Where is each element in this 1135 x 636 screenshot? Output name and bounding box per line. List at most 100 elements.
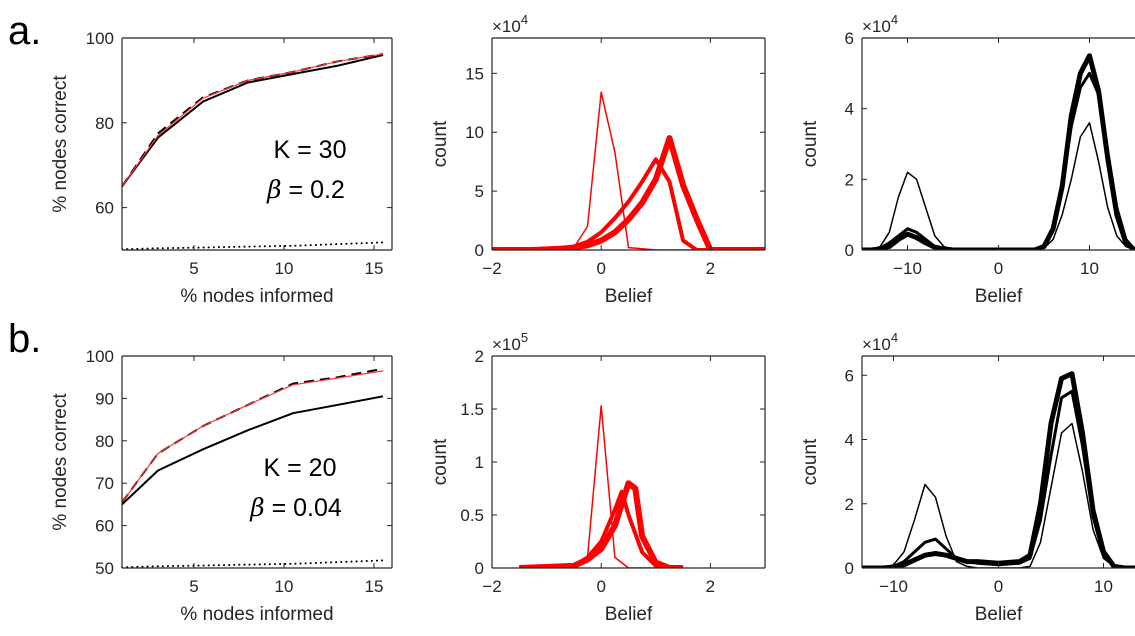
y-tick-label: 1 — [475, 453, 484, 472]
y-tick-label: 4 — [845, 431, 854, 450]
series-line-3 — [862, 53, 1135, 250]
x-tick-label: 0 — [994, 259, 1003, 278]
y-tick-label: 6 — [845, 29, 854, 48]
y-tick-label: 0 — [475, 559, 484, 578]
series-line-2 — [492, 157, 765, 250]
y-tick-label: 100 — [86, 29, 114, 48]
x-tick-label: −2 — [482, 259, 501, 278]
y-tick-label: 80 — [95, 114, 114, 133]
annotation-2: β = 0.04 — [249, 493, 342, 522]
y-tick-label: 90 — [95, 389, 114, 408]
series-group — [122, 367, 384, 568]
series-line-4 — [122, 241, 384, 250]
y-tick-label: 0 — [475, 241, 484, 260]
y-axis-label: count — [430, 438, 451, 485]
x-tick-label: −10 — [879, 577, 908, 596]
x-tick-label: 10 — [1080, 259, 1099, 278]
y-tick-label: 70 — [95, 474, 114, 493]
x-tick-label: 2 — [706, 259, 715, 278]
x-tick-label: 5 — [189, 259, 198, 278]
x-tick-label: 10 — [275, 577, 294, 596]
series-line-1 — [492, 91, 765, 250]
series-line-3 — [122, 370, 384, 503]
series-line-4 — [122, 559, 384, 568]
annotation-1: K = 30 — [274, 136, 347, 164]
series-line-1 — [122, 54, 384, 187]
y-tick-label: 5 — [475, 182, 484, 201]
y-tick-label: 0 — [845, 559, 854, 578]
y-exponent-label: ×105 — [492, 330, 528, 354]
row-label-a: a. — [8, 9, 41, 53]
x-tick-label: −10 — [893, 259, 922, 278]
y-exponent-label: ×104 — [492, 12, 528, 36]
series-group — [519, 405, 684, 568]
y-tick-label: 0 — [845, 241, 854, 260]
series-line-3 — [492, 135, 765, 250]
y-axis-label: % nodes correct — [50, 393, 71, 531]
series-group — [492, 91, 765, 250]
chart-a-left: 5 10 15 60 80 100 % nodes informed % nodes corr… — [50, 29, 393, 307]
x-tick-label: −2 — [482, 577, 501, 596]
series-line-3 — [122, 53, 384, 187]
y-tick-label: 0.5 — [460, 506, 484, 525]
series-group — [862, 53, 1135, 250]
y-exponent-label: ×104 — [862, 12, 898, 36]
series-line-2 — [862, 71, 1135, 250]
row-label-b: b. — [8, 317, 41, 361]
y-axis-label: % nodes correct — [50, 75, 71, 213]
series-line-1 — [862, 122, 1135, 250]
annotation-2: β = 0.2 — [266, 175, 345, 204]
series-line-3 — [862, 371, 1135, 568]
series-line-1 — [862, 422, 1135, 568]
series-line-1 — [519, 405, 684, 568]
x-tick-label: 10 — [275, 259, 294, 278]
y-tick-label: 2 — [475, 347, 484, 366]
x-axis-label: % nodes informed — [180, 286, 333, 307]
x-axis-label: Belief — [605, 604, 653, 625]
series-line-3 — [519, 480, 684, 568]
series-line-1 — [122, 395, 384, 506]
x-tick-label: 15 — [365, 577, 384, 596]
x-axis-label: Belief — [975, 604, 1023, 625]
x-tick-label: 0 — [596, 259, 605, 278]
x-axis-label: Belief — [605, 286, 653, 307]
series-line-2 — [862, 389, 1135, 568]
x-tick-label: 2 — [706, 577, 715, 596]
chart-b-left: 5 10 15 50 60 70 80 90 100 % nodes informed % node… — [50, 347, 393, 625]
y-tick-label: 15 — [465, 64, 484, 83]
y-tick-label: 6 — [845, 366, 854, 385]
y-tick-label: 60 — [95, 517, 114, 536]
y-tick-label: 4 — [845, 100, 854, 119]
y-axis-label: count — [800, 120, 821, 167]
x-tick-label: 0 — [596, 577, 605, 596]
y-tick-label: 80 — [95, 432, 114, 451]
y-tick-label: 50 — [95, 559, 114, 578]
x-tick-label: 0 — [994, 577, 1003, 596]
y-tick-label: 60 — [95, 199, 114, 218]
x-tick-label: 5 — [189, 577, 198, 596]
x-axis-label: Belief — [975, 286, 1023, 307]
y-axis-label: count — [800, 438, 821, 485]
x-tick-label: 10 — [1094, 577, 1113, 596]
y-tick-label: 2 — [845, 495, 854, 514]
y-exponent-label: ×104 — [862, 330, 898, 354]
x-axis-label: % nodes informed — [180, 604, 333, 625]
y-tick-label: 100 — [86, 347, 114, 366]
y-tick-label: 10 — [465, 123, 484, 142]
series-line-2 — [519, 489, 684, 568]
y-axis-label: count — [430, 120, 451, 167]
series-line-2 — [122, 367, 384, 503]
series-group — [862, 371, 1135, 568]
series-group — [122, 53, 384, 250]
chart-b-right: −10 0 10 0 2 4 6 Belief count ×104 — [800, 330, 1135, 625]
annotation-1: K = 20 — [264, 454, 337, 482]
series-line-2 — [122, 53, 384, 187]
x-tick-label: 15 — [365, 259, 384, 278]
y-tick-label: 2 — [845, 170, 854, 189]
chart-a-right: −10 0 10 0 2 4 6 Belief count ×104 — [800, 12, 1135, 307]
y-tick-label: 1.5 — [460, 400, 484, 419]
